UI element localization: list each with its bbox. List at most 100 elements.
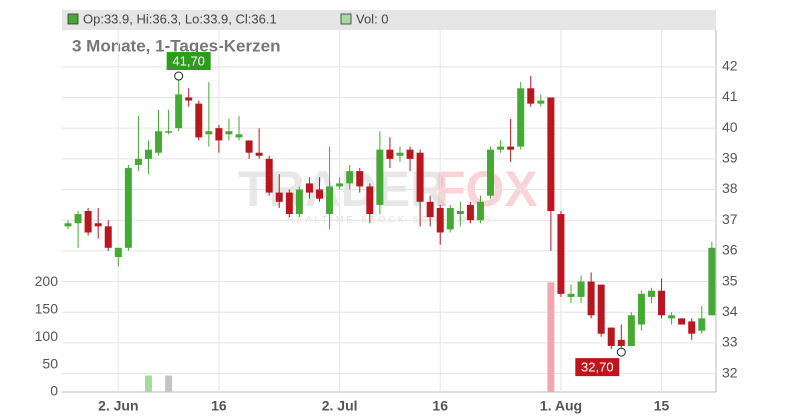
candle-body [326, 186, 334, 215]
candle-body [647, 290, 655, 297]
candle-body [94, 223, 102, 227]
y-tick-label: 42 [722, 58, 738, 74]
candle-body [557, 214, 565, 294]
x-tick-label: 16 [432, 398, 448, 414]
annotation-marker [174, 71, 184, 81]
y2-tick-label: 100 [35, 328, 59, 344]
candle-body [587, 281, 595, 316]
x-tick-label: 1. Aug [540, 398, 582, 414]
candle-body [507, 146, 515, 150]
annotation-box [575, 358, 620, 377]
x-tick-label: 15 [654, 398, 670, 414]
candle-body [466, 204, 474, 221]
candle-body [517, 88, 525, 147]
legend-ohlc: Op:33.9, Hi:36.3, Lo:33.9, Cl:36.1 [83, 11, 277, 26]
candle-body [346, 171, 354, 184]
legend-volume: Vol: 0 [356, 11, 389, 26]
candle-body [104, 226, 112, 248]
legend-swatch [67, 13, 79, 25]
candle-body [396, 152, 404, 156]
candle-body [235, 134, 243, 138]
candle-body [336, 183, 344, 187]
candle-body [366, 186, 374, 215]
candle-body [476, 201, 484, 221]
candle-body [124, 168, 132, 248]
candle-body [175, 94, 183, 129]
candle-body [688, 321, 696, 334]
candle-body [637, 293, 645, 325]
candle-body [376, 149, 384, 205]
annotation-label: 41,70 [172, 53, 205, 68]
y-tick-label: 41 [722, 88, 738, 104]
x-tick-label: 16 [211, 398, 227, 414]
x-tick-label: 2. Jun [98, 398, 138, 414]
legend-bar [62, 10, 716, 30]
y-tick-label: 36 [722, 242, 738, 258]
candle-body [658, 290, 666, 316]
y2-tick-label: 0 [50, 383, 58, 399]
candle-body [426, 201, 434, 218]
y-tick-label: 34 [722, 303, 738, 319]
candle-body [446, 207, 454, 230]
annotation-marker [616, 347, 626, 357]
candle-body [487, 149, 495, 196]
y-tick-label: 39 [722, 150, 738, 166]
y-tick-label: 33 [722, 334, 738, 350]
candle-body [285, 192, 293, 215]
candle-body [547, 97, 555, 211]
candle-body [205, 131, 213, 135]
candle-body [597, 284, 605, 334]
candle-body [698, 318, 706, 331]
candle-body [295, 189, 303, 215]
candle-body [567, 293, 575, 297]
volume-bar [144, 375, 152, 392]
candle-body [265, 158, 273, 193]
candle-body [617, 339, 625, 346]
y-tick-label: 35 [722, 272, 738, 288]
y-tick-label: 40 [722, 119, 738, 135]
candle-body [316, 189, 323, 199]
candle-body [195, 103, 203, 138]
candle-body [386, 149, 394, 159]
candle-body [577, 281, 585, 297]
candle-body [607, 327, 615, 346]
candle-body [225, 131, 233, 135]
x-tick-label: 2. Jul [322, 398, 358, 414]
candle-body [416, 152, 424, 202]
y-tick-label: 32 [722, 364, 738, 380]
candle-body [527, 88, 535, 104]
candle-body [64, 223, 72, 227]
y2-tick-label: 200 [35, 273, 59, 289]
candle-body [436, 207, 444, 233]
candle-body [74, 214, 82, 224]
candle-body [255, 152, 263, 156]
candle-body [84, 211, 92, 233]
candle-body [155, 131, 163, 153]
annotation-label: 32,70 [581, 360, 614, 375]
candle-body [165, 131, 173, 133]
candle-body [114, 247, 122, 258]
y2-tick-label: 50 [42, 355, 58, 371]
y-tick-label: 38 [722, 180, 738, 196]
candle-body [245, 140, 253, 153]
candle-body [668, 315, 676, 319]
watermark-subtitle: REALTIME STOCK SCREENING [287, 214, 493, 224]
candle-body [134, 158, 142, 165]
candle-body [627, 315, 635, 346]
candle-body [215, 128, 223, 141]
candle-body [497, 146, 505, 150]
candle-body [537, 100, 545, 104]
legend-swatch [340, 13, 352, 25]
candle-body [185, 97, 193, 101]
candle-body [708, 247, 716, 316]
candle-body [678, 318, 686, 325]
candle-body [305, 183, 313, 193]
volume-bar [165, 375, 173, 392]
annotation-box [166, 52, 211, 71]
candle-body [275, 192, 283, 202]
candle-body [406, 149, 414, 159]
chart-title: 3 Monate, 1-Tages-Kerzen [72, 36, 280, 55]
candle-body [356, 171, 364, 187]
candle-body [144, 149, 152, 159]
